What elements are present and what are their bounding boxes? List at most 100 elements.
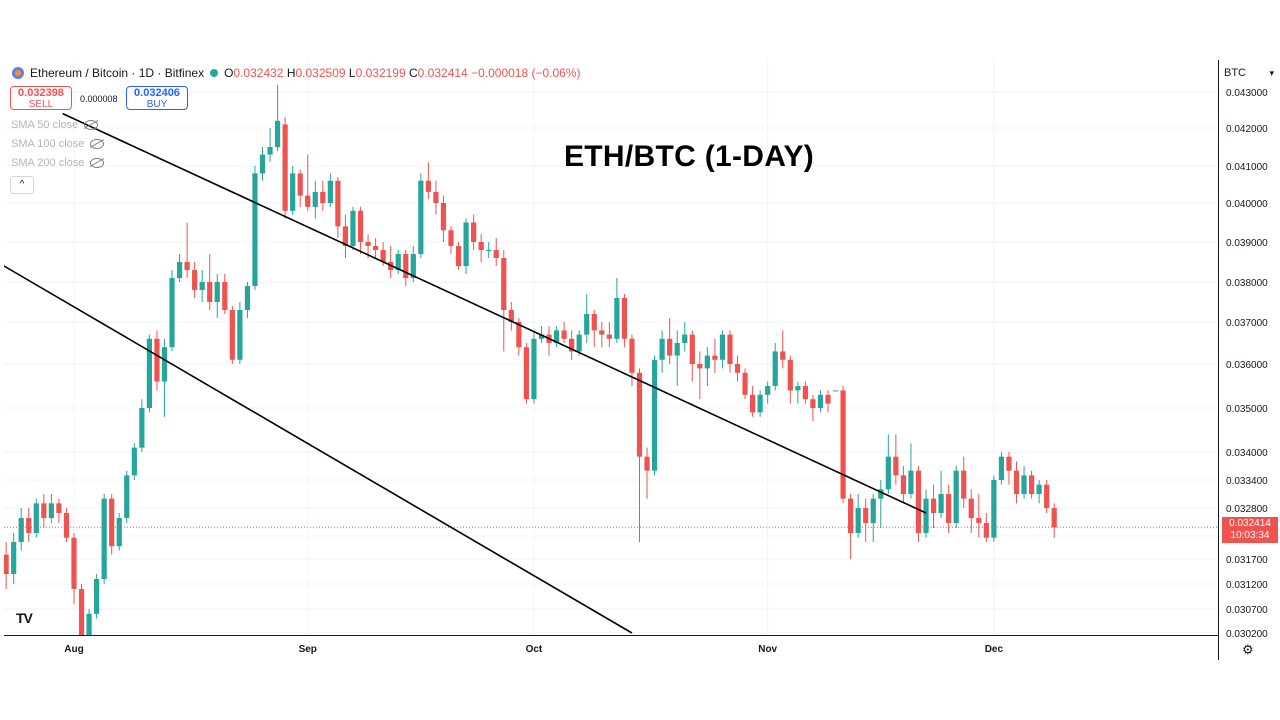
candle-body bbox=[878, 489, 884, 499]
candle-body bbox=[244, 286, 251, 310]
symbol-title[interactable]: Ethereum / Bitcoin · 1D · Bitfinex bbox=[30, 66, 205, 80]
hidden-eye-icon[interactable] bbox=[90, 139, 105, 149]
candle-body bbox=[584, 314, 590, 335]
candle-body bbox=[192, 270, 198, 290]
candle-body bbox=[214, 282, 220, 302]
candle-body bbox=[983, 523, 989, 538]
candle-body bbox=[486, 250, 492, 251]
time-tick-label: Nov bbox=[758, 644, 777, 655]
hidden-eye-icon[interactable] bbox=[90, 158, 105, 168]
candle-body bbox=[697, 364, 703, 369]
candle-body bbox=[1006, 456, 1012, 471]
price-tick-label: 0.032800 bbox=[1226, 504, 1268, 515]
candle-body bbox=[712, 355, 718, 360]
price-tick-label: 0.031700 bbox=[1226, 555, 1268, 566]
candle-body bbox=[606, 334, 612, 339]
price-tick-label: 0.033400 bbox=[1226, 476, 1268, 487]
candle-body bbox=[380, 250, 386, 262]
candle-body bbox=[1051, 508, 1057, 528]
currency-selector[interactable]: BTC ▾ bbox=[1224, 64, 1276, 82]
bar-countdown: 10:03:34 bbox=[1230, 530, 1270, 541]
candle-body bbox=[840, 390, 846, 499]
candle-body bbox=[463, 222, 469, 266]
candle-body bbox=[18, 518, 24, 542]
price-tick-label: 0.038000 bbox=[1226, 278, 1268, 289]
candle-body bbox=[659, 338, 665, 360]
settings-gear-icon[interactable]: ⚙ bbox=[1242, 642, 1254, 657]
candle-body bbox=[207, 282, 213, 302]
candle-body bbox=[591, 314, 597, 331]
eth-btc-icon bbox=[12, 67, 24, 79]
candle-body bbox=[222, 282, 228, 310]
candle-body bbox=[614, 298, 620, 339]
candle-body bbox=[938, 494, 944, 513]
indicator-sma50[interactable]: SMA 50 close bbox=[11, 119, 99, 131]
candle-body bbox=[86, 613, 92, 635]
price-tick-label: 0.036000 bbox=[1226, 360, 1268, 371]
indicator-sma200[interactable]: SMA 200 close bbox=[11, 157, 105, 169]
candle-body bbox=[968, 498, 974, 518]
candle-body bbox=[704, 355, 710, 369]
price-tick-label: 0.037000 bbox=[1226, 318, 1268, 329]
candle-body bbox=[651, 359, 658, 471]
price-tick-label: 0.043000 bbox=[1226, 88, 1268, 99]
candle-body bbox=[508, 310, 514, 322]
candle-body bbox=[161, 347, 168, 382]
indicator-sma100[interactable]: SMA 100 close bbox=[11, 138, 105, 150]
candle-body bbox=[146, 338, 152, 408]
candle-body bbox=[71, 537, 77, 589]
candle-body bbox=[290, 173, 296, 211]
candle-body bbox=[870, 498, 876, 523]
collapse-indicators-button[interactable]: ^ bbox=[10, 176, 34, 194]
trendline-upper bbox=[62, 112, 927, 514]
buy-button[interactable]: 0.032406 BUY bbox=[126, 86, 188, 110]
candle-body bbox=[976, 518, 982, 523]
candle-body bbox=[237, 310, 243, 360]
candle-body bbox=[569, 338, 575, 352]
price-tick-label: 0.035000 bbox=[1226, 404, 1268, 415]
candle-body bbox=[418, 180, 424, 254]
candle-body bbox=[765, 386, 771, 395]
candle-body bbox=[335, 180, 341, 227]
candle-body bbox=[274, 120, 281, 147]
candle-body bbox=[734, 364, 741, 373]
hidden-eye-icon[interactable] bbox=[84, 120, 99, 130]
candle-body bbox=[350, 210, 356, 246]
price-tick-label: 0.041000 bbox=[1226, 162, 1268, 173]
candle-body bbox=[576, 334, 582, 352]
candle-body bbox=[101, 498, 107, 579]
sell-button[interactable]: 0.032398 SELL bbox=[10, 86, 72, 110]
candle-body bbox=[855, 508, 861, 533]
candle-body bbox=[56, 503, 62, 513]
change-value: −0.000018 (−0.06%) bbox=[471, 66, 581, 80]
candle-body bbox=[780, 351, 786, 360]
candle-body bbox=[1036, 484, 1042, 494]
candle-body bbox=[169, 278, 175, 348]
candle-body bbox=[742, 372, 748, 395]
candle-body bbox=[561, 330, 567, 339]
ohlc-values: O0.032432 H0.032509 L0.032199 C0.032414 … bbox=[224, 66, 581, 80]
candle-body bbox=[78, 589, 85, 635]
candle-body bbox=[538, 334, 545, 339]
time-tick-label: Oct bbox=[526, 644, 543, 655]
candle-body bbox=[33, 503, 39, 533]
candle-body bbox=[908, 470, 914, 494]
candle-body bbox=[501, 258, 507, 310]
candle-body bbox=[946, 494, 952, 523]
tradingview-logo-icon[interactable]: TV bbox=[16, 610, 33, 626]
candle-body bbox=[478, 242, 484, 250]
time-tick-label: Dec bbox=[985, 644, 1004, 655]
candle-body bbox=[961, 470, 967, 499]
candle-body bbox=[154, 338, 160, 382]
candle-body bbox=[1028, 475, 1035, 494]
time-tick-label: Sep bbox=[299, 644, 317, 655]
candlestick-chart[interactable]: 0.043000 0.042000 0.041000 0.040000 0.039000… bbox=[4, 60, 1280, 660]
candle-body bbox=[674, 343, 680, 356]
candle-body bbox=[395, 254, 401, 270]
candle-body bbox=[184, 262, 190, 270]
time-tick-label: Aug bbox=[64, 644, 83, 655]
candle-body bbox=[109, 498, 115, 547]
candle-body bbox=[757, 394, 763, 413]
candle-body bbox=[63, 513, 70, 538]
candle-body bbox=[1044, 484, 1050, 508]
